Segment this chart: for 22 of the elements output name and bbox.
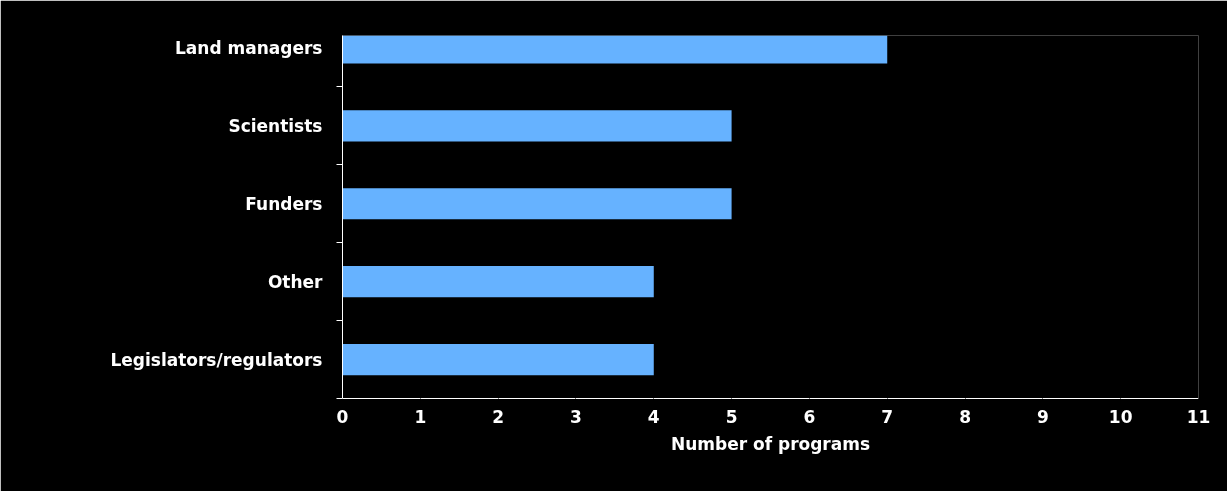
- y-tick-label: Land managers: [175, 37, 323, 58]
- y-tick-label: Legislators/regulators: [110, 349, 323, 370]
- x-axis-title: Number of programs: [670, 433, 871, 454]
- bar: [342, 110, 732, 142]
- x-tick-label: 8: [959, 406, 971, 427]
- bar: [342, 188, 732, 220]
- bar: [342, 266, 654, 298]
- x-tick-label: 2: [492, 406, 505, 427]
- y-tick-label: Other: [267, 271, 324, 292]
- bar: [342, 343, 654, 376]
- x-tick-label: 5: [725, 406, 738, 427]
- x-tick-label: 3: [570, 406, 582, 427]
- y-tick-label: Funders: [245, 193, 323, 214]
- y-tick-label: Scientists: [228, 115, 323, 136]
- x-tick-label: 4: [647, 406, 660, 427]
- x-tick-label: 9: [1036, 406, 1049, 427]
- x-tick-label: 6: [803, 406, 816, 427]
- x-tick-label: 10: [1108, 406, 1133, 427]
- x-tick-label: 7: [881, 406, 894, 427]
- x-tick-label: 1: [414, 406, 427, 427]
- x-tick-label: 0: [336, 406, 349, 427]
- x-tick-label: 11: [1186, 406, 1211, 427]
